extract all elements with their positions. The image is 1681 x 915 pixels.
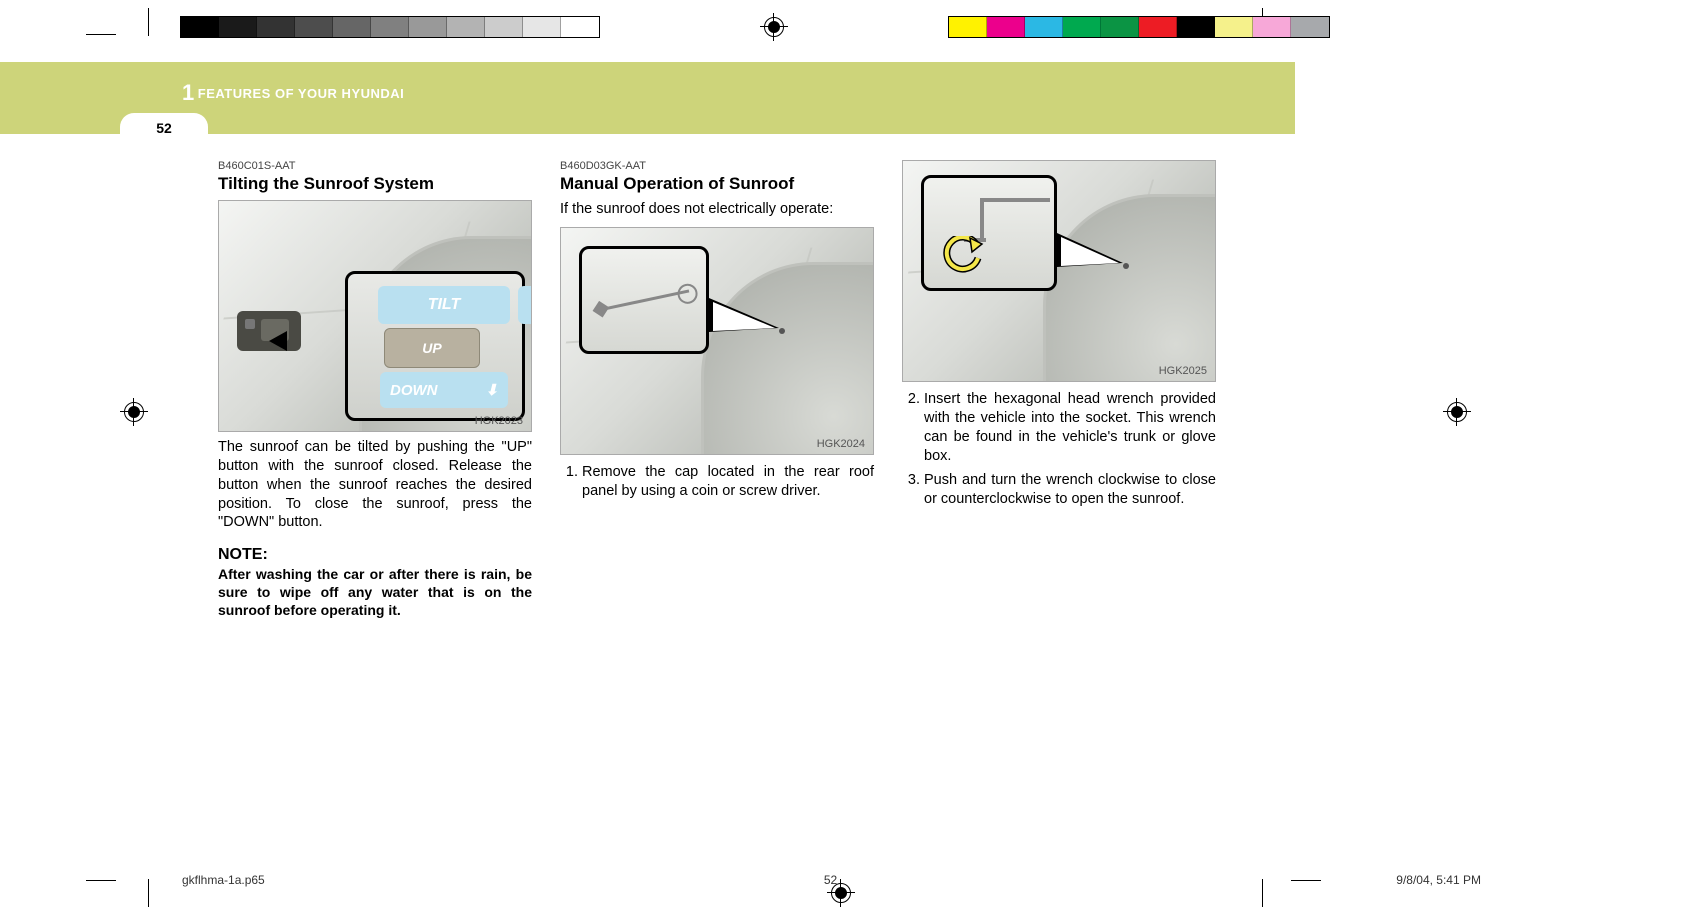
figure-remove-cap: HGK2024 [560,227,874,455]
step-2: Insert the hexagonal head wrench provide… [924,390,1216,467]
footer-filename: gkflhma-1a.p65 [182,873,265,887]
steps-list: Insert the hexagonal head wrench provide… [902,390,1216,509]
registration-mark-right [1443,398,1471,426]
color-swatches [948,16,1330,38]
registration-mark-left [120,398,148,426]
page-content: B460C01S-AAT Tilting the Sunroof System … [218,160,1218,620]
section-code: B460D03GK-AAT [560,160,874,172]
registration-mark-top [760,13,788,41]
registration-mark-bottom [827,879,855,907]
page-number: 52 [156,120,172,136]
figure-inset-buttons: TILTSL UP DOWN ⬇ [345,271,525,421]
section-code: B460C01S-AAT [218,160,532,172]
intro-text: If the sunroof does not electrically ope… [560,200,874,219]
rotation-arrow-icon [942,236,986,276]
step-1: Remove the cap located in the rear roof … [582,463,874,501]
cropmark [148,879,149,907]
column-2: B460D03GK-AAT Manual Operation of Sunroo… [560,160,874,620]
figure-tilt-sunroof: TILTSL UP DOWN ⬇ HGK2023 [218,200,532,432]
figure-inset-screwdriver [579,246,709,354]
figure-label: HGK2025 [1157,364,1209,378]
down-label: DOWN [390,382,438,399]
body-text: The sunroof can be tilted by pushing the… [218,438,532,532]
section-title: Tilting the Sunroof System [218,174,532,194]
step-3: Push and turn the wrench clockwise to cl… [924,471,1216,509]
down-button-illustration: DOWN ⬇ [380,372,508,408]
page-number-tab: 52 [120,113,208,143]
steps-list: Remove the cap located in the rear roof … [560,463,874,501]
note-heading: NOTE: [218,546,532,564]
tilt-label: TILT [428,296,461,314]
column-1: B460C01S-AAT Tilting the Sunroof System … [218,160,532,620]
screwdriver-icon [599,289,690,311]
figure-inset-wrench [921,175,1057,291]
down-arrow-icon: ⬇ [485,381,498,399]
note-body: After washing the car or after there is … [218,566,532,620]
cropmark [86,880,116,881]
footer-datetime: 9/8/04, 5:41 PM [1396,873,1481,887]
column-3: HGK2025 Insert the hexagonal head wrench… [902,160,1216,620]
up-button-illustration: UP [384,328,480,368]
figure-label: HGK2024 [815,437,867,451]
chapter-title: FEATURES OF YOUR HYUNDAI [198,86,405,101]
chapter-heading: 1FEATURES OF YOUR HYUNDAI [182,80,404,106]
printer-color-bar [0,12,1681,42]
figure-wrench-operation: HGK2025 [902,160,1216,382]
figure-label: HGK2023 [473,414,525,428]
grayscale-swatches [180,16,600,38]
chapter-number: 1 [182,80,195,105]
tilt-button-illustration: TILTSL [378,286,510,324]
section-title: Manual Operation of Sunroof [560,174,874,194]
